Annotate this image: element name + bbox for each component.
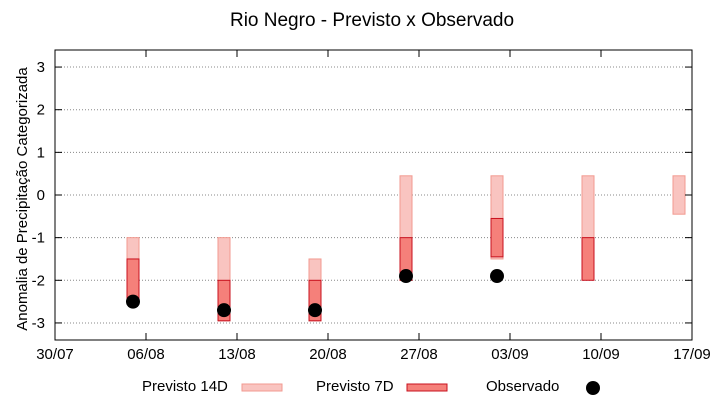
x-tick-label: 13/08 bbox=[218, 346, 256, 363]
chart-title: Rio Negro - Previsto x Observado bbox=[230, 10, 514, 31]
y-tick-label: 0 bbox=[37, 187, 45, 204]
legend-swatch-previsto-7d bbox=[406, 383, 448, 392]
point-observado bbox=[126, 294, 140, 309]
x-tick-label: 30/07 bbox=[36, 346, 74, 363]
x-tick-label: 17/09 bbox=[673, 346, 711, 363]
y-axis: -3 -2 -1 0 1 2 3 bbox=[32, 59, 692, 332]
point-observado bbox=[217, 303, 231, 318]
y-tick-label: 3 bbox=[37, 59, 45, 76]
legend-label-observado: Observado bbox=[486, 378, 559, 395]
y-tick-label: -1 bbox=[32, 230, 45, 247]
point-observado bbox=[308, 303, 322, 318]
bar-previsto-14d bbox=[581, 175, 595, 239]
legend: Previsto 14D Previsto 7D Observado bbox=[142, 378, 600, 395]
bar-previsto-14d bbox=[672, 175, 686, 215]
legend-marker-observado bbox=[586, 381, 600, 395]
grid bbox=[55, 66, 692, 324]
point-observado bbox=[399, 269, 413, 284]
x-tick-label: 06/08 bbox=[127, 346, 165, 363]
x-tick-label: 03/09 bbox=[491, 346, 529, 363]
series-observado bbox=[126, 269, 504, 318]
x-axis: 30/07 06/08 13/08 20/08 27/08 03/09 10/09 17/09 bbox=[36, 50, 711, 363]
y-axis-label: Anomalia de Precipitação Categorizada bbox=[14, 67, 31, 331]
bar-previsto-7d bbox=[581, 237, 595, 281]
legend-swatch-previsto-14d bbox=[241, 383, 283, 392]
legend-label-previsto-7d: Previsto 7D bbox=[316, 378, 394, 395]
point-observado bbox=[490, 269, 504, 284]
y-tick-label: -2 bbox=[32, 272, 45, 289]
y-tick-label: -3 bbox=[32, 315, 45, 332]
series-previsto-7d bbox=[126, 217, 595, 322]
y-tick-label: 2 bbox=[37, 102, 45, 119]
x-tick-label: 27/08 bbox=[400, 346, 438, 363]
legend-label-previsto-14d: Previsto 14D bbox=[142, 378, 228, 395]
y-tick-label: 1 bbox=[37, 144, 45, 161]
x-tick-label: 10/09 bbox=[582, 346, 620, 363]
x-tick-label: 20/08 bbox=[309, 346, 347, 363]
bar-previsto-7d bbox=[490, 217, 504, 258]
